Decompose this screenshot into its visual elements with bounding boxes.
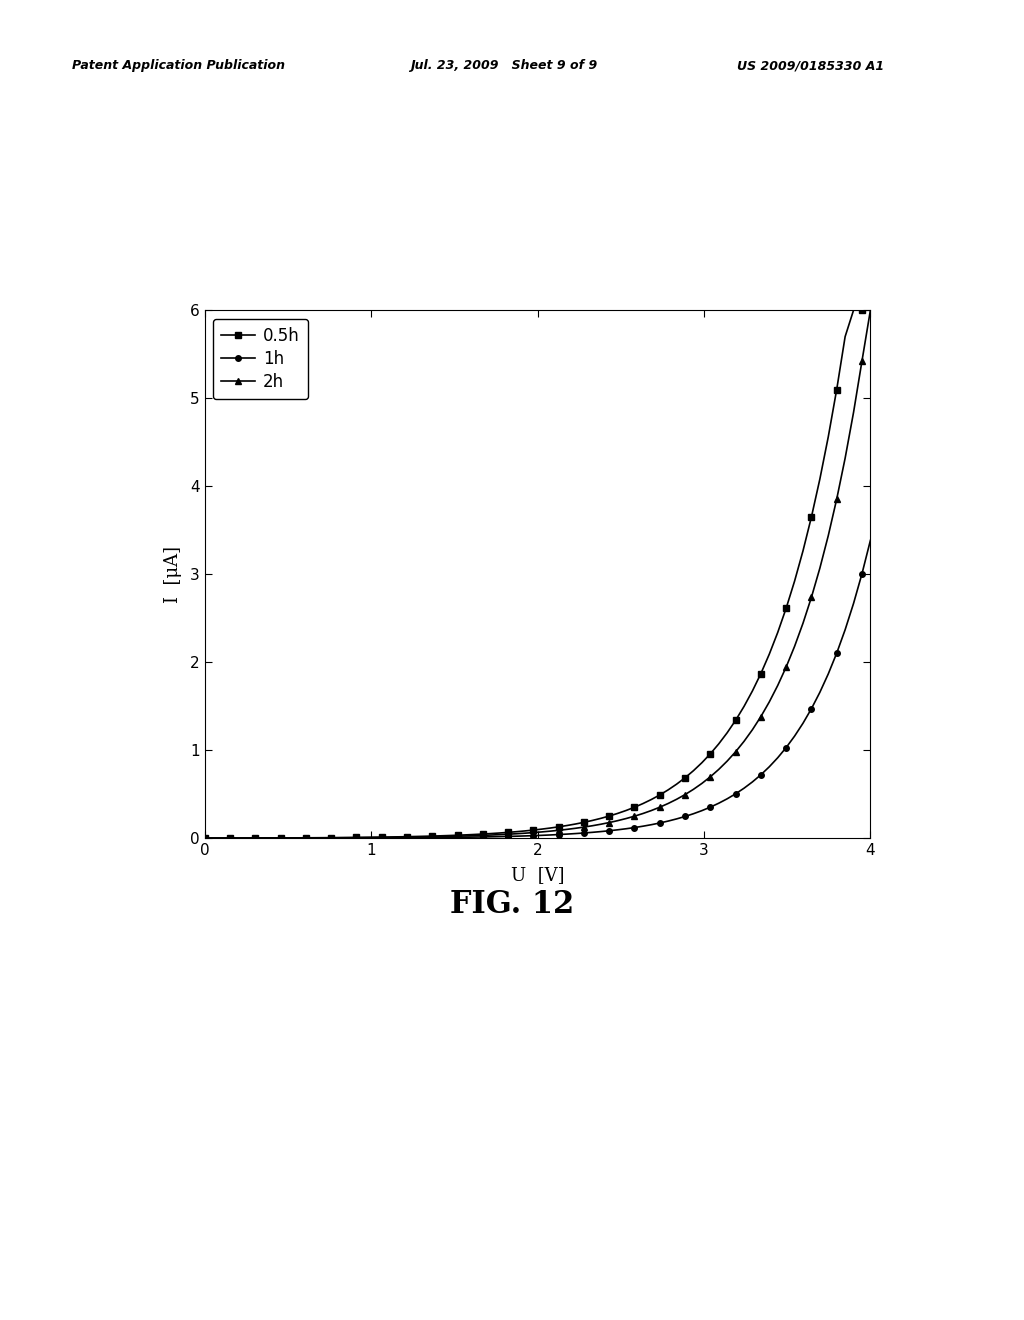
Line: 1h: 1h <box>202 537 873 841</box>
0.5h <box>629 800 641 816</box>
0.5h <box>494 825 506 841</box>
0.5h <box>653 787 666 803</box>
Text: US 2009/0185330 A1: US 2009/0185330 A1 <box>737 59 885 73</box>
2h <box>653 800 666 816</box>
2h <box>788 639 801 655</box>
0.5h <box>848 302 860 318</box>
Legend: 0.5h, 1h, 2h: 0.5h, 1h, 2h <box>213 318 308 399</box>
Line: 2h: 2h <box>202 308 873 841</box>
Y-axis label: I  [μA]: I [μA] <box>164 545 182 603</box>
2h <box>864 302 877 318</box>
1h <box>788 729 801 744</box>
Line: 0.5h: 0.5h <box>202 308 873 841</box>
1h <box>864 532 877 548</box>
Text: Jul. 23, 2009   Sheet 9 of 9: Jul. 23, 2009 Sheet 9 of 9 <box>410 59 597 73</box>
1h <box>629 820 641 836</box>
1h <box>653 814 666 830</box>
1h <box>494 829 506 845</box>
0.5h <box>603 808 615 824</box>
2h <box>603 814 615 830</box>
2h <box>199 830 211 846</box>
2h <box>494 826 506 842</box>
0.5h <box>595 810 607 826</box>
X-axis label: U  [V]: U [V] <box>511 866 564 884</box>
Text: Patent Application Publication: Patent Application Publication <box>72 59 285 73</box>
0.5h <box>788 573 801 589</box>
1h <box>603 822 615 838</box>
1h <box>595 824 607 840</box>
2h <box>595 816 607 832</box>
Text: FIG. 12: FIG. 12 <box>450 888 574 920</box>
2h <box>629 808 641 824</box>
0.5h <box>199 830 211 846</box>
0.5h <box>864 302 877 318</box>
1h <box>199 830 211 846</box>
